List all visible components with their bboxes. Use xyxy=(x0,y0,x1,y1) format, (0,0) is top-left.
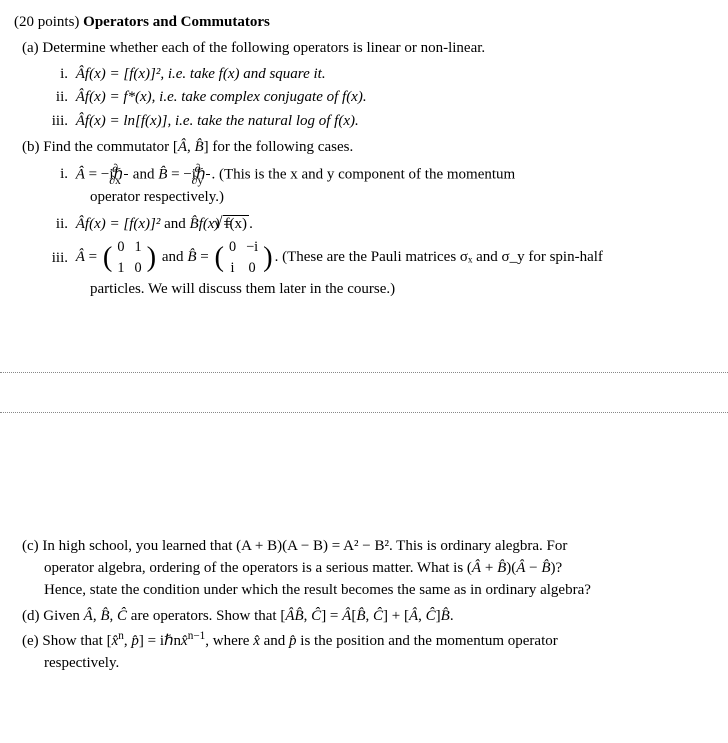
b-iii-tail2: particles. We will discuss them later in… xyxy=(90,281,395,297)
roman-i: i. xyxy=(46,64,68,86)
part-b-label: (b) xyxy=(22,139,40,155)
op-A: Â xyxy=(76,166,85,182)
part-d-label: (d) xyxy=(22,608,40,624)
roman-ii: ii. xyxy=(46,87,68,109)
part-d: (d) Given Â, B̂, Ĉ are operators. Show t… xyxy=(22,606,714,628)
roman-iii: iii. xyxy=(46,111,68,133)
op-A: Â xyxy=(76,113,85,129)
op-A: Â xyxy=(76,89,85,105)
c-l2: operator algebra, ordering of the operat… xyxy=(44,560,562,576)
part-a-text: Determine whether each of the following … xyxy=(42,40,485,56)
a-ii: ii. Âf(x) = f*(x), i.e. take complex con… xyxy=(68,87,714,109)
b-i-tail2: operator respectively.) xyxy=(90,189,224,205)
b-i-tail1: . (This is the x and y component of the … xyxy=(211,166,515,182)
matrix-a: (0110) xyxy=(103,237,156,278)
d-dy: ∂∂y xyxy=(206,163,210,187)
b-iii: iii. Â = (0110) and B̂ = (0−ii0). (These… xyxy=(68,237,714,300)
part-e-label: (e) xyxy=(22,633,39,649)
problem-header: (20 points) Operators and Commutators xyxy=(14,12,714,34)
roman-i: i. xyxy=(46,164,68,186)
a-iii: iii. Âf(x) = ln[f(x)], i.e. take the nat… xyxy=(68,111,714,133)
dotted-rule-1 xyxy=(0,372,728,373)
op-A: Â xyxy=(76,216,85,232)
part-c-label: (c) xyxy=(22,538,39,554)
a-iii-expr: f(x) = ln[f(x)], i.e. take the natural l… xyxy=(85,113,359,129)
d-dx: ∂∂x xyxy=(124,163,128,187)
op-B: B̂ xyxy=(194,139,203,155)
op-A: Â xyxy=(76,66,85,82)
op-A: Â xyxy=(76,250,85,266)
b-iii-tail: . (These are the Pauli matrices σₓ and σ… xyxy=(275,250,603,266)
part-b-text2: ] for the following cases. xyxy=(204,139,354,155)
c-l1: In high school, you learned that (A + B)… xyxy=(42,538,567,554)
a-i: i. Âf(x) = [f(x)]², i.e. take f(x) and s… xyxy=(68,64,714,86)
roman-ii: ii. xyxy=(46,214,68,236)
points-label: (20 points) xyxy=(14,14,79,30)
op-B: B̂ xyxy=(190,216,199,232)
roman-iii: iii. xyxy=(46,248,68,270)
a-ii-expr: f(x) = f*(x), i.e. take complex conjugat… xyxy=(85,89,367,105)
problem-title: Operators and Commutators xyxy=(83,14,270,30)
workspace-gap xyxy=(14,302,714,532)
part-a: (a) Determine whether each of the follow… xyxy=(22,38,714,60)
op-A: Â xyxy=(178,139,187,155)
part-a-label: (a) xyxy=(22,40,39,56)
part-c: (c) In high school, you learned that (A … xyxy=(22,536,714,601)
part-e: (e) Show that [x̂n, p̂] = iℏnx̂n−1, wher… xyxy=(22,631,714,675)
b-ii: ii. Âf(x) = [f(x)]² and B̂f(x) = √f(x). xyxy=(68,211,714,236)
b-i: i. Â = −iℏ∂∂x and B̂ = −iℏ∂∂y. (This is … xyxy=(68,163,714,209)
a-i-expr: f(x) = [f(x)]², i.e. take f(x) and squar… xyxy=(85,66,326,82)
dotted-rule-2 xyxy=(0,412,728,413)
op-B: B̂ xyxy=(158,166,167,182)
matrix-b: (0−ii0) xyxy=(214,237,272,278)
sqrt-fx: √f(x) xyxy=(236,211,250,236)
part-b: (b) Find the commutator [Â, B̂] for the … xyxy=(22,137,714,159)
c-l3: Hence, state the condition under which t… xyxy=(44,582,591,598)
part-b-text1: Find the commutator [ xyxy=(43,139,178,155)
